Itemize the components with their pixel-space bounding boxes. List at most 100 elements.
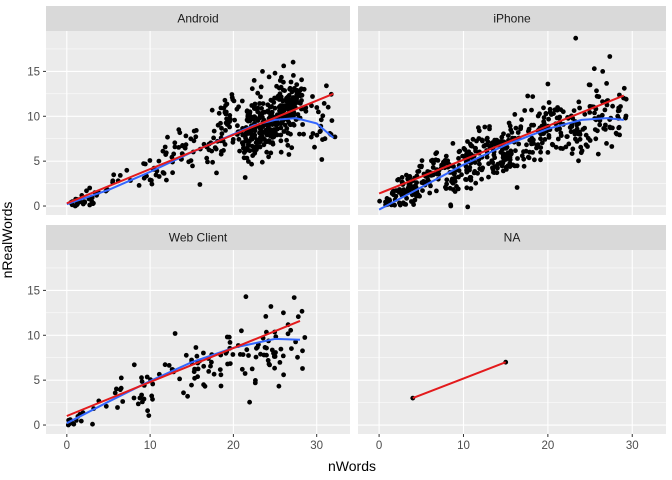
data-point [242,175,248,180]
data-point [449,179,455,185]
data-point [299,308,305,314]
data-point [576,99,582,105]
x-tick-label: 30 [626,440,639,452]
data-point [610,125,615,131]
data-point [555,136,561,142]
data-point [244,137,250,143]
data-point [583,132,589,138]
data-point [505,152,511,158]
panel-na: NA 0 10 20 30 [358,225,666,452]
data-point [253,354,259,360]
data-point [264,149,270,155]
data-point [557,114,563,120]
data-point [193,134,199,140]
data-point [542,137,548,142]
data-point [223,127,228,133]
data-point [287,85,293,91]
data-point [531,137,536,143]
data-point [604,141,609,146]
data-point [392,202,397,208]
data-point [592,127,598,132]
data-point [191,138,197,144]
panel-android: Android 0 5 10 15 [27,6,350,215]
data-point [464,185,470,191]
data-point [195,366,201,372]
data-point [399,175,405,180]
data-point [245,112,251,118]
data-point [513,125,519,131]
data-point [452,189,458,194]
data-point [623,115,628,121]
data-point [71,421,77,427]
data-point [218,383,224,389]
data-point [261,352,267,358]
data-point [414,180,419,186]
data-point [211,135,217,141]
data-point [490,160,496,166]
data-point [515,156,520,161]
data-point [289,99,295,105]
data-point [514,185,520,190]
data-point [404,195,409,201]
data-point [192,366,198,372]
data-point [217,367,223,372]
data-point [278,125,284,131]
data-point [415,169,421,175]
data-point [462,147,468,153]
data-point [78,418,84,424]
data-point [525,93,531,99]
data-point [527,137,533,143]
data-point [546,116,551,122]
data-point [87,185,93,191]
data-point [214,170,219,176]
data-point [139,379,145,384]
data-point [476,125,481,131]
data-point [249,366,255,372]
data-point [252,101,258,107]
data-point [454,184,459,189]
data-point [593,136,599,142]
data-point [541,121,547,127]
facet-strip [358,6,666,31]
facet-strip-label: iPhone [493,12,531,26]
panel-web-client: Web Client 0 5 10 15 0 10 20 30 [27,225,350,452]
data-point [545,81,551,87]
data-point [530,94,536,99]
data-point [491,152,497,158]
data-point [529,122,534,128]
data-point [223,109,229,115]
data-point [162,144,168,150]
data-point [519,117,524,123]
data-point [239,98,245,104]
data-point [260,101,266,106]
data-point [610,103,615,109]
data-point [573,35,579,41]
data-point [538,149,543,155]
data-point [407,175,412,180]
data-point [549,141,555,147]
points-group [410,359,509,401]
data-point [571,108,577,113]
data-point [209,107,215,113]
data-point [271,132,277,137]
data-point [494,170,500,176]
data-point [224,101,230,107]
data-point [161,171,167,176]
data-point [259,159,265,165]
data-point [506,120,512,126]
data-point [316,109,321,115]
data-point [518,126,523,131]
data-point [563,144,569,150]
data-point [288,327,294,333]
data-point [166,363,172,368]
data-point [239,366,245,372]
data-point [230,97,236,103]
data-point [281,63,287,69]
data-point [299,77,304,83]
data-point [82,199,88,205]
data-point [252,135,257,140]
data-point [473,180,479,186]
data-point [281,372,286,378]
data-point [144,374,150,380]
data-point [65,422,71,428]
